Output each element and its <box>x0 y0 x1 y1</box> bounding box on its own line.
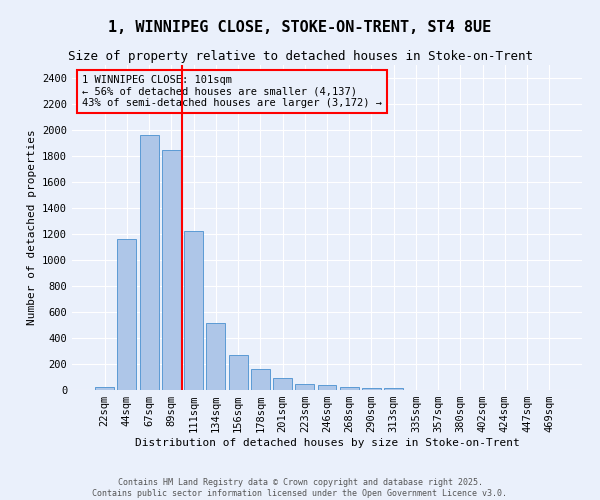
Text: Contains HM Land Registry data © Crown copyright and database right 2025.
Contai: Contains HM Land Registry data © Crown c… <box>92 478 508 498</box>
Bar <box>118 239 136 390</box>
Bar <box>384 388 403 390</box>
Text: 1, WINNIPEG CLOSE, STOKE-ON-TRENT, ST4 8UE: 1, WINNIPEG CLOSE, STOKE-ON-TRENT, ST4 8… <box>109 20 491 35</box>
Bar <box>251 370 270 390</box>
Bar <box>95 387 114 390</box>
Bar <box>162 150 181 390</box>
Bar <box>229 355 248 390</box>
Bar <box>317 385 337 390</box>
Text: Size of property relative to detached houses in Stoke-on-Trent: Size of property relative to detached ho… <box>67 50 533 63</box>
Bar <box>362 388 381 390</box>
Text: 1 WINNIPEG CLOSE: 101sqm
← 56% of detached houses are smaller (4,137)
43% of sem: 1 WINNIPEG CLOSE: 101sqm ← 56% of detach… <box>82 74 382 108</box>
X-axis label: Distribution of detached houses by size in Stoke-on-Trent: Distribution of detached houses by size … <box>134 438 520 448</box>
Bar <box>184 231 203 390</box>
Bar <box>140 135 158 390</box>
Bar <box>273 378 292 390</box>
Bar <box>340 387 359 390</box>
Y-axis label: Number of detached properties: Number of detached properties <box>26 130 37 326</box>
Bar <box>295 384 314 390</box>
Bar <box>206 323 225 390</box>
